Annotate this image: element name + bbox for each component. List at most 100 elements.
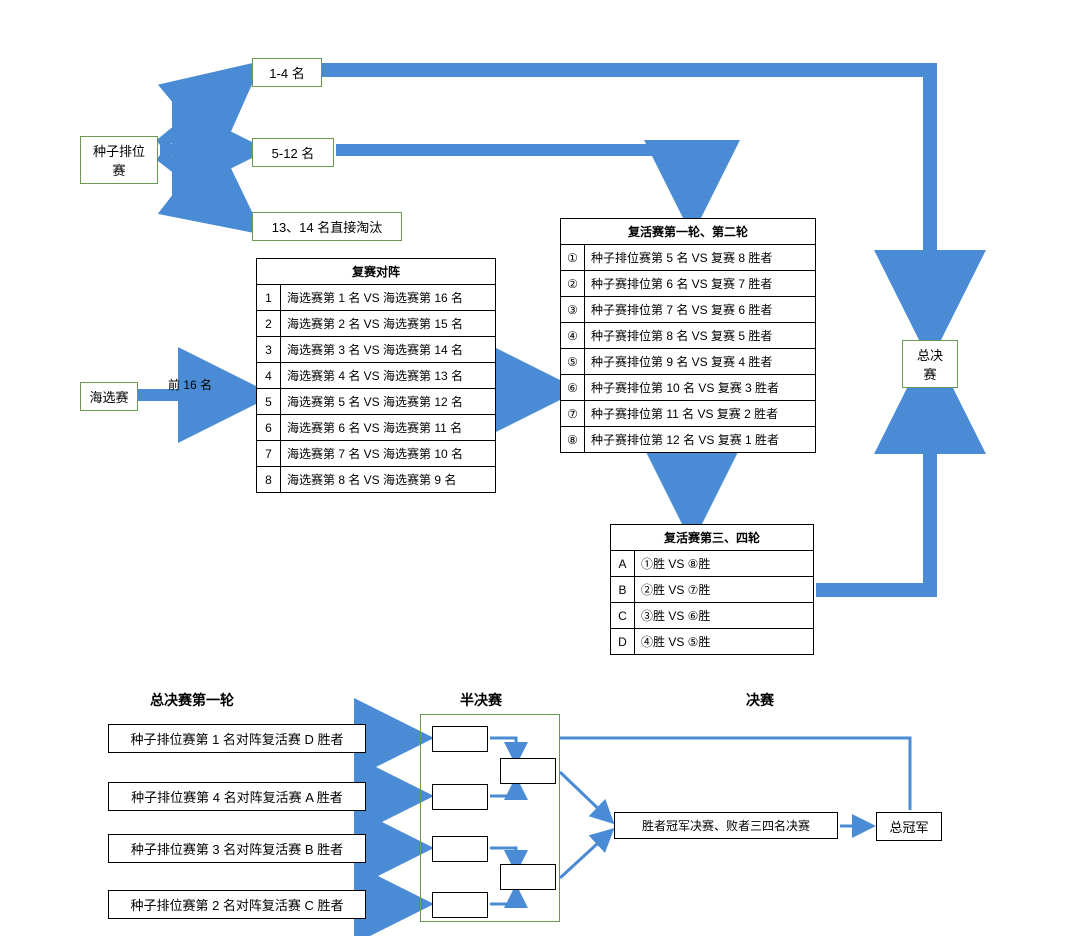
row-index: ⑤ <box>561 349 585 375</box>
row-index: 6 <box>257 415 281 441</box>
row-text: 海选赛第 3 名 VS 海选赛第 14 名 <box>281 337 496 363</box>
table-row: ⑧种子赛排位第 12 名 VS 复赛 1 胜者 <box>561 427 816 453</box>
rank-5-12-label: 5-12 名 <box>272 143 315 162</box>
row-text: 种子赛排位第 7 名 VS 复赛 6 胜者 <box>585 297 816 323</box>
revive34-table: 复活赛第三、四轮 A①胜 VS ⑧胜B②胜 VS ⑦胜C③胜 VS ⑥胜D④胜 … <box>610 524 814 655</box>
row-index: ⑥ <box>561 375 585 401</box>
table-row: ⑥种子赛排位第 10 名 VS 复赛 3 胜者 <box>561 375 816 401</box>
grand-final-box: 总决赛 <box>902 340 958 388</box>
row-index: 7 <box>257 441 281 467</box>
row-index: ② <box>561 271 585 297</box>
bracket-entry-1-label: 种子排位赛第 1 名对阵复活赛 D 胜者 <box>130 729 343 748</box>
bracket-entry-1: 种子排位赛第 1 名对阵复活赛 D 胜者 <box>108 724 366 753</box>
semi-slot-1 <box>432 726 488 752</box>
row-text: 种子排位赛第 5 名 VS 复赛 8 胜者 <box>585 245 816 271</box>
table-row: 1海选赛第 1 名 VS 海选赛第 16 名 <box>257 285 496 311</box>
table-row: ③种子赛排位第 7 名 VS 复赛 6 胜者 <box>561 297 816 323</box>
table-row: 3海选赛第 3 名 VS 海选赛第 14 名 <box>257 337 496 363</box>
rank-13-14-box: 13、14 名直接淘汰 <box>252 212 402 241</box>
semi-result-2 <box>500 864 556 890</box>
row-index: 4 <box>257 363 281 389</box>
heading-round1: 总决赛第一轮 <box>150 690 234 710</box>
bracket-entry-4: 种子排位赛第 2 名对阵复活赛 C 胜者 <box>108 890 366 919</box>
row-index: ⑦ <box>561 401 585 427</box>
table-row: C③胜 VS ⑥胜 <box>611 603 814 629</box>
revive12-table: 复活赛第一轮、第二轮 ①种子排位赛第 5 名 VS 复赛 8 胜者②种子赛排位第… <box>560 218 816 453</box>
row-index: 5 <box>257 389 281 415</box>
row-text: 海选赛第 5 名 VS 海选赛第 12 名 <box>281 389 496 415</box>
row-index: ① <box>561 245 585 271</box>
rank-1-4-label: 1-4 名 <box>269 63 304 82</box>
revive12-title: 复活赛第一轮、第二轮 <box>561 219 816 245</box>
champion-box: 总冠军 <box>876 812 942 841</box>
rank-1-4-box: 1-4 名 <box>252 58 322 87</box>
finals-note-box: 胜者冠军决赛、败者三四名决赛 <box>614 812 838 839</box>
row-text: 种子赛排位第 12 名 VS 复赛 1 胜者 <box>585 427 816 453</box>
row-text: 海选赛第 2 名 VS 海选赛第 15 名 <box>281 311 496 337</box>
heading-final: 决赛 <box>746 690 774 710</box>
table-row: ④种子赛排位第 8 名 VS 复赛 5 胜者 <box>561 323 816 349</box>
rank-5-12-box: 5-12 名 <box>252 138 334 167</box>
row-index: ⑧ <box>561 427 585 453</box>
row-text: 种子赛排位第 11 名 VS 复赛 2 胜者 <box>585 401 816 427</box>
table-row: ⑤种子赛排位第 9 名 VS 复赛 4 胜者 <box>561 349 816 375</box>
row-text: ①胜 VS ⑧胜 <box>635 551 814 577</box>
semi-result-1 <box>500 758 556 784</box>
row-text: 海选赛第 6 名 VS 海选赛第 11 名 <box>281 415 496 441</box>
bracket-entry-4-label: 种子排位赛第 2 名对阵复活赛 C 胜者 <box>130 895 343 914</box>
row-index: 2 <box>257 311 281 337</box>
revive34-title: 复活赛第三、四轮 <box>611 525 814 551</box>
row-text: 海选赛第 4 名 VS 海选赛第 13 名 <box>281 363 496 389</box>
bracket-entry-3: 种子排位赛第 3 名对阵复活赛 B 胜者 <box>108 834 366 863</box>
table-row: 6海选赛第 6 名 VS 海选赛第 11 名 <box>257 415 496 441</box>
finals-note-label: 胜者冠军决赛、败者三四名决赛 <box>642 817 810 834</box>
table-row: ⑦种子赛排位第 11 名 VS 复赛 2 胜者 <box>561 401 816 427</box>
row-text: 种子赛排位第 9 名 VS 复赛 4 胜者 <box>585 349 816 375</box>
row-index: C <box>611 603 635 629</box>
table-row: D④胜 VS ⑤胜 <box>611 629 814 655</box>
seed-stage-box: 种子排位赛 <box>80 136 158 184</box>
table-row: 8海选赛第 8 名 VS 海选赛第 9 名 <box>257 467 496 493</box>
row-index: 1 <box>257 285 281 311</box>
heading-semi: 半决赛 <box>460 690 502 710</box>
top16-label: 前 16 名 <box>168 376 212 393</box>
table-row: 5海选赛第 5 名 VS 海选赛第 12 名 <box>257 389 496 415</box>
table-row: ②种子赛排位第 6 名 VS 复赛 7 胜者 <box>561 271 816 297</box>
row-text: ③胜 VS ⑥胜 <box>635 603 814 629</box>
semi-slot-3 <box>432 836 488 862</box>
row-index: ③ <box>561 297 585 323</box>
bracket-entry-3-label: 种子排位赛第 3 名对阵复活赛 B 胜者 <box>131 839 343 858</box>
grand-final-label: 总决赛 <box>911 345 949 383</box>
seed-stage-label: 种子排位赛 <box>89 141 149 179</box>
semi-slot-2 <box>432 784 488 810</box>
row-text: 种子赛排位第 10 名 VS 复赛 3 胜者 <box>585 375 816 401</box>
semi-slot-4 <box>432 892 488 918</box>
row-text: 海选赛第 7 名 VS 海选赛第 10 名 <box>281 441 496 467</box>
row-index: 8 <box>257 467 281 493</box>
row-index: 3 <box>257 337 281 363</box>
table-row: A①胜 VS ⑧胜 <box>611 551 814 577</box>
row-text: ④胜 VS ⑤胜 <box>635 629 814 655</box>
row-text: 种子赛排位第 8 名 VS 复赛 5 胜者 <box>585 323 816 349</box>
bracket-entry-2: 种子排位赛第 4 名对阵复活赛 A 胜者 <box>108 782 366 811</box>
rematch-title: 复赛对阵 <box>257 259 496 285</box>
table-row: 2海选赛第 2 名 VS 海选赛第 15 名 <box>257 311 496 337</box>
rematch-table: 复赛对阵 1海选赛第 1 名 VS 海选赛第 16 名2海选赛第 2 名 VS … <box>256 258 496 493</box>
table-row: ①种子排位赛第 5 名 VS 复赛 8 胜者 <box>561 245 816 271</box>
table-row: 4海选赛第 4 名 VS 海选赛第 13 名 <box>257 363 496 389</box>
row-index: ④ <box>561 323 585 349</box>
rank-13-14-label: 13、14 名直接淘汰 <box>272 217 383 236</box>
table-row: 7海选赛第 7 名 VS 海选赛第 10 名 <box>257 441 496 467</box>
open-stage-label: 海选赛 <box>89 387 128 406</box>
row-text: 海选赛第 8 名 VS 海选赛第 9 名 <box>281 467 496 493</box>
row-text: ②胜 VS ⑦胜 <box>635 577 814 603</box>
row-index: D <box>611 629 635 655</box>
row-text: 海选赛第 1 名 VS 海选赛第 16 名 <box>281 285 496 311</box>
champion-label: 总冠军 <box>889 817 928 836</box>
table-row: B②胜 VS ⑦胜 <box>611 577 814 603</box>
row-index: B <box>611 577 635 603</box>
row-index: A <box>611 551 635 577</box>
row-text: 种子赛排位第 6 名 VS 复赛 7 胜者 <box>585 271 816 297</box>
bracket-entry-2-label: 种子排位赛第 4 名对阵复活赛 A 胜者 <box>131 787 343 806</box>
open-stage-box: 海选赛 <box>80 382 138 411</box>
